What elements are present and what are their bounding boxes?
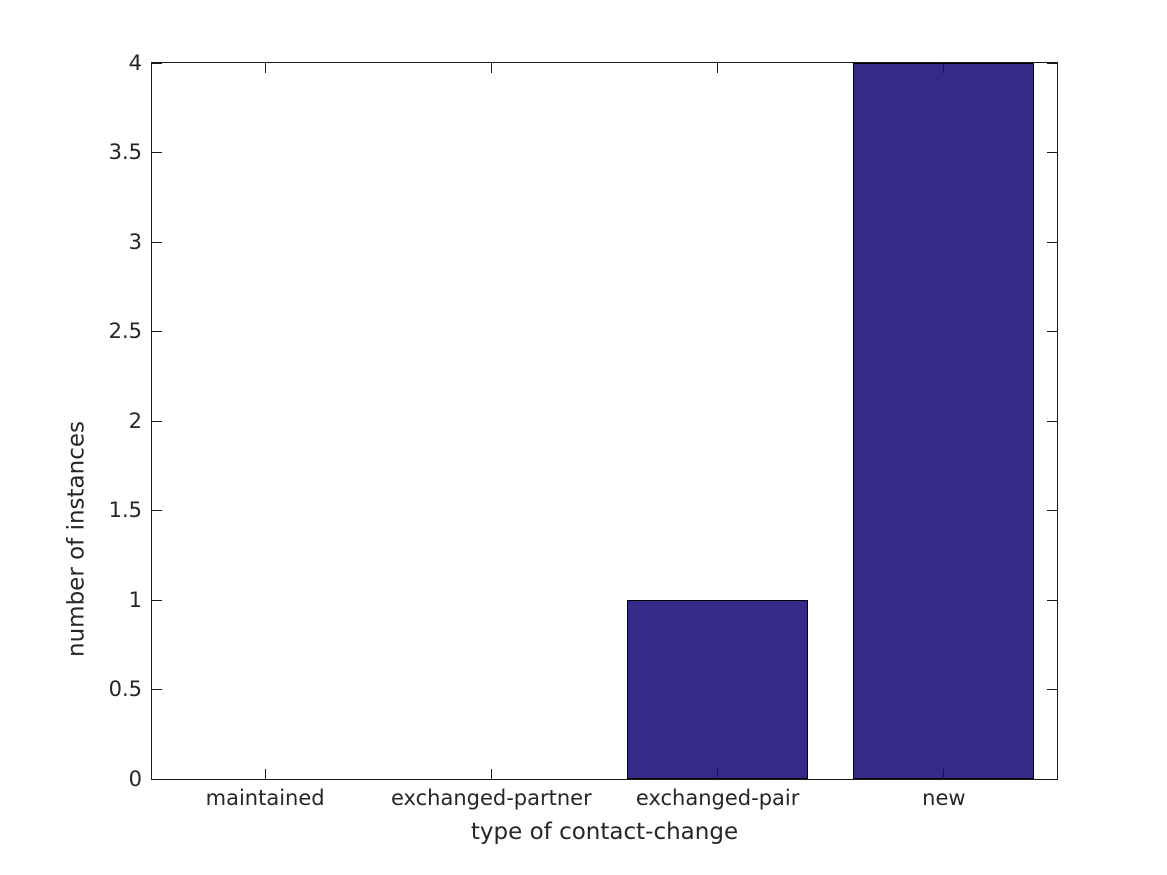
axes-frame — [151, 62, 1058, 780]
y-tick-left-1 — [152, 599, 162, 601]
x-tick-top-exchanged-partner — [490, 63, 492, 73]
y-tick-left-0.5 — [152, 689, 162, 690]
y-axis-label-text: number of instances — [63, 420, 89, 657]
x-tick-label-exchanged-partner: exchanged-partner — [391, 786, 592, 810]
y-tick-label-0.5: 0.5 — [108, 677, 142, 701]
x-tick-label-maintained: maintained — [205, 786, 325, 810]
plot-area — [152, 62, 1057, 780]
y-tick-right-3.5 — [1047, 152, 1057, 153]
y-tick-left-3 — [152, 241, 162, 243]
x-tick-bottom-exchanged-partner — [490, 769, 492, 779]
y-tick-left-1.5 — [152, 510, 162, 511]
bar-new — [853, 63, 1035, 779]
y-tick-right-2 — [1047, 420, 1057, 422]
bar-exchanged-pair — [627, 600, 809, 779]
y-tick-right-0.5 — [1047, 689, 1057, 690]
y-tick-left-3.5 — [152, 152, 162, 153]
y-tick-label-4: 4 — [128, 50, 142, 75]
x-tick-top-maintained — [264, 63, 266, 73]
y-tick-right-2.5 — [1047, 331, 1057, 332]
y-tick-right-0 — [1047, 778, 1057, 780]
x-tick-top-exchanged-pair — [717, 63, 719, 73]
x-tick-label-new: new — [922, 786, 966, 810]
x-tick-top-new — [943, 63, 945, 73]
y-tick-right-3 — [1047, 241, 1057, 243]
y-tick-label-2.5: 2.5 — [108, 319, 142, 343]
y-tick-label-2: 2 — [128, 408, 142, 433]
x-tick-bottom-maintained — [264, 769, 266, 779]
y-tick-left-0 — [152, 778, 162, 780]
x-tick-bottom-exchanged-pair — [717, 769, 719, 779]
y-tick-label-0: 0 — [128, 766, 142, 791]
x-tick-label-exchanged-pair: exchanged-pair — [635, 786, 800, 810]
y-tick-label-1: 1 — [128, 587, 142, 612]
y-tick-left-2.5 — [152, 331, 162, 332]
y-tick-right-1.5 — [1047, 510, 1057, 511]
y-tick-label-3: 3 — [128, 229, 142, 254]
y-tick-right-4 — [1047, 62, 1057, 64]
y-tick-left-4 — [152, 62, 162, 64]
x-tick-bottom-new — [943, 769, 945, 779]
x-axis-label: type of contact-change — [470, 819, 739, 845]
y-tick-right-1 — [1047, 599, 1057, 601]
y-tick-label-3.5: 3.5 — [108, 140, 142, 164]
y-tick-left-2 — [152, 420, 162, 422]
y-tick-label-1.5: 1.5 — [108, 498, 142, 522]
